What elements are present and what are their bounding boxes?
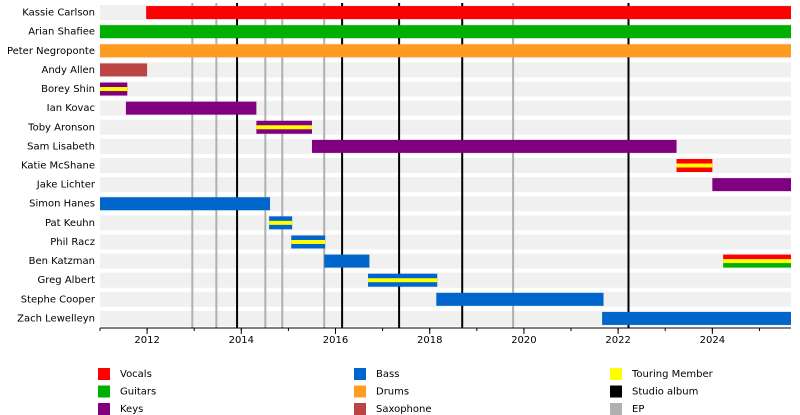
legend-swatch: [610, 403, 622, 415]
x-tick-label: 2014: [229, 335, 254, 346]
member-name: Phil Racz: [50, 237, 95, 248]
member-bar: [602, 311, 791, 325]
member-bar: [723, 261, 791, 268]
member-name: Arian Shafiee: [28, 27, 95, 38]
member-name: Toby Aronson: [27, 122, 95, 133]
legend-label: Studio album: [632, 387, 698, 398]
member-bar: [100, 25, 791, 39]
member-name: Andy Allen: [41, 65, 95, 76]
touring-stripe: [723, 259, 791, 264]
legend-label: Keys: [120, 404, 143, 415]
legend-label: Saxophone: [376, 404, 432, 415]
member-bar: [146, 6, 791, 20]
row-band: [100, 234, 791, 250]
row-band: [100, 62, 791, 78]
member-name: Kassie Carlson: [22, 8, 95, 19]
x-tick-label: 2016: [323, 335, 348, 346]
member-name: Jake Lichter: [36, 180, 96, 191]
touring-stripe: [256, 125, 312, 130]
member-bar: [723, 254, 791, 262]
member-name: Ben Katzman: [29, 256, 95, 267]
member-name: Ian Kovac: [47, 103, 95, 114]
member-name: Peter Negroponte: [7, 46, 95, 57]
legend-swatch: [610, 385, 622, 398]
x-tick-label: 2024: [700, 335, 725, 346]
row-band: [100, 215, 791, 231]
row-band: [100, 253, 791, 269]
legend-label: Touring Member: [631, 369, 714, 380]
member-bar: [125, 101, 257, 115]
touring-stripe: [291, 239, 326, 244]
row-band: [100, 158, 791, 173]
legend-label: Guitars: [120, 387, 156, 398]
row-band: [100, 272, 791, 288]
member-name: Pat Keuhn: [45, 218, 95, 229]
member-bar: [436, 292, 604, 306]
row-band: [100, 119, 791, 135]
x-tick-label: 2018: [417, 335, 442, 346]
member-name: Stephe Cooper: [21, 294, 96, 305]
row-band: [100, 100, 791, 116]
legend-label: Drums: [376, 387, 409, 398]
legend-swatch: [98, 368, 110, 380]
legend-swatch: [354, 368, 366, 380]
legend-swatch: [354, 385, 366, 398]
legend-label: Bass: [376, 369, 399, 380]
member-name: Sam Lisabeth: [27, 141, 95, 152]
legend-swatch: [98, 403, 110, 415]
x-tick-label: 2012: [134, 335, 159, 346]
touring-stripe: [676, 163, 713, 168]
legend-label: EP: [632, 404, 644, 415]
x-tick-label: 2022: [605, 335, 630, 346]
touring-stripe: [269, 220, 293, 225]
row-band: [100, 177, 791, 193]
legend-swatch: [98, 385, 110, 398]
member-name: Borey Shin: [41, 84, 95, 95]
member-name: Katie McShane: [21, 161, 95, 172]
member-bar: [311, 139, 677, 153]
legend-swatch: [610, 368, 622, 380]
member-bar: [324, 254, 370, 268]
member-bar: [712, 178, 791, 192]
row-band: [100, 196, 791, 212]
member-name: Greg Albert: [38, 275, 96, 286]
member-bar: [100, 44, 791, 58]
member-name: Simon Hanes: [29, 199, 95, 210]
legend-swatch: [354, 403, 366, 415]
legend-label: Vocals: [120, 369, 152, 380]
member-bar: [100, 197, 271, 211]
x-tick-label: 2020: [511, 335, 536, 346]
row-band: [100, 81, 791, 97]
member-name: Zach Lewelleyn: [17, 313, 95, 324]
member-bar: [100, 63, 148, 77]
touring-stripe: [100, 87, 128, 92]
touring-stripe: [368, 278, 438, 283]
